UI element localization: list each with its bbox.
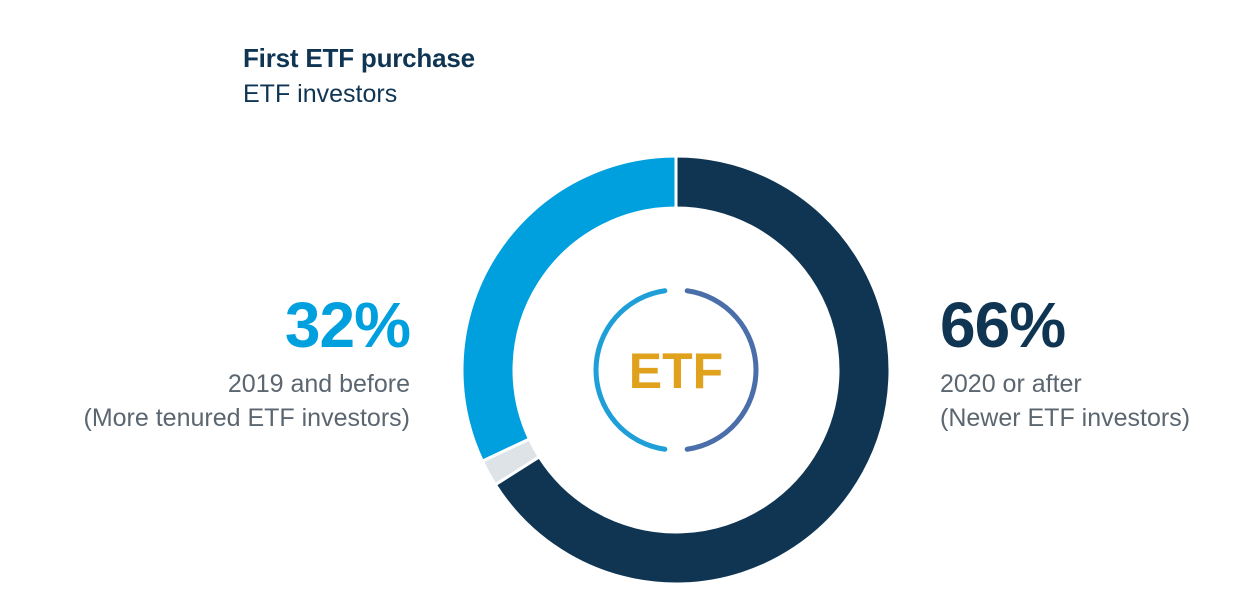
etf-center-icon: ETF: [593, 288, 759, 452]
newer-category-label: 2020 or after (Newer ETF investors): [940, 367, 1190, 435]
chart-subtitle: ETF investors: [243, 80, 398, 108]
newer-percent-label: 66%: [940, 289, 1066, 361]
tenured-label: 2019 and before: [227, 370, 410, 398]
center-label: ETF: [629, 343, 723, 399]
tenured-percent-label: 32%: [284, 289, 411, 361]
slice-tenured: [460, 154, 678, 464]
chart-title: First ETF purchase: [243, 43, 475, 73]
slice-newer: [493, 154, 892, 586]
newer-note: (Newer ETF investors): [940, 404, 1191, 432]
newer-label: 2020 or after: [940, 370, 1082, 398]
tenured-note: (More tenured ETF investors): [83, 404, 411, 432]
center-ring-left-arc: [593, 288, 668, 452]
center-ring-right-arc: [684, 288, 759, 452]
tenured-category-label: 2019 and before (More tenured ETF invest…: [84, 367, 411, 435]
